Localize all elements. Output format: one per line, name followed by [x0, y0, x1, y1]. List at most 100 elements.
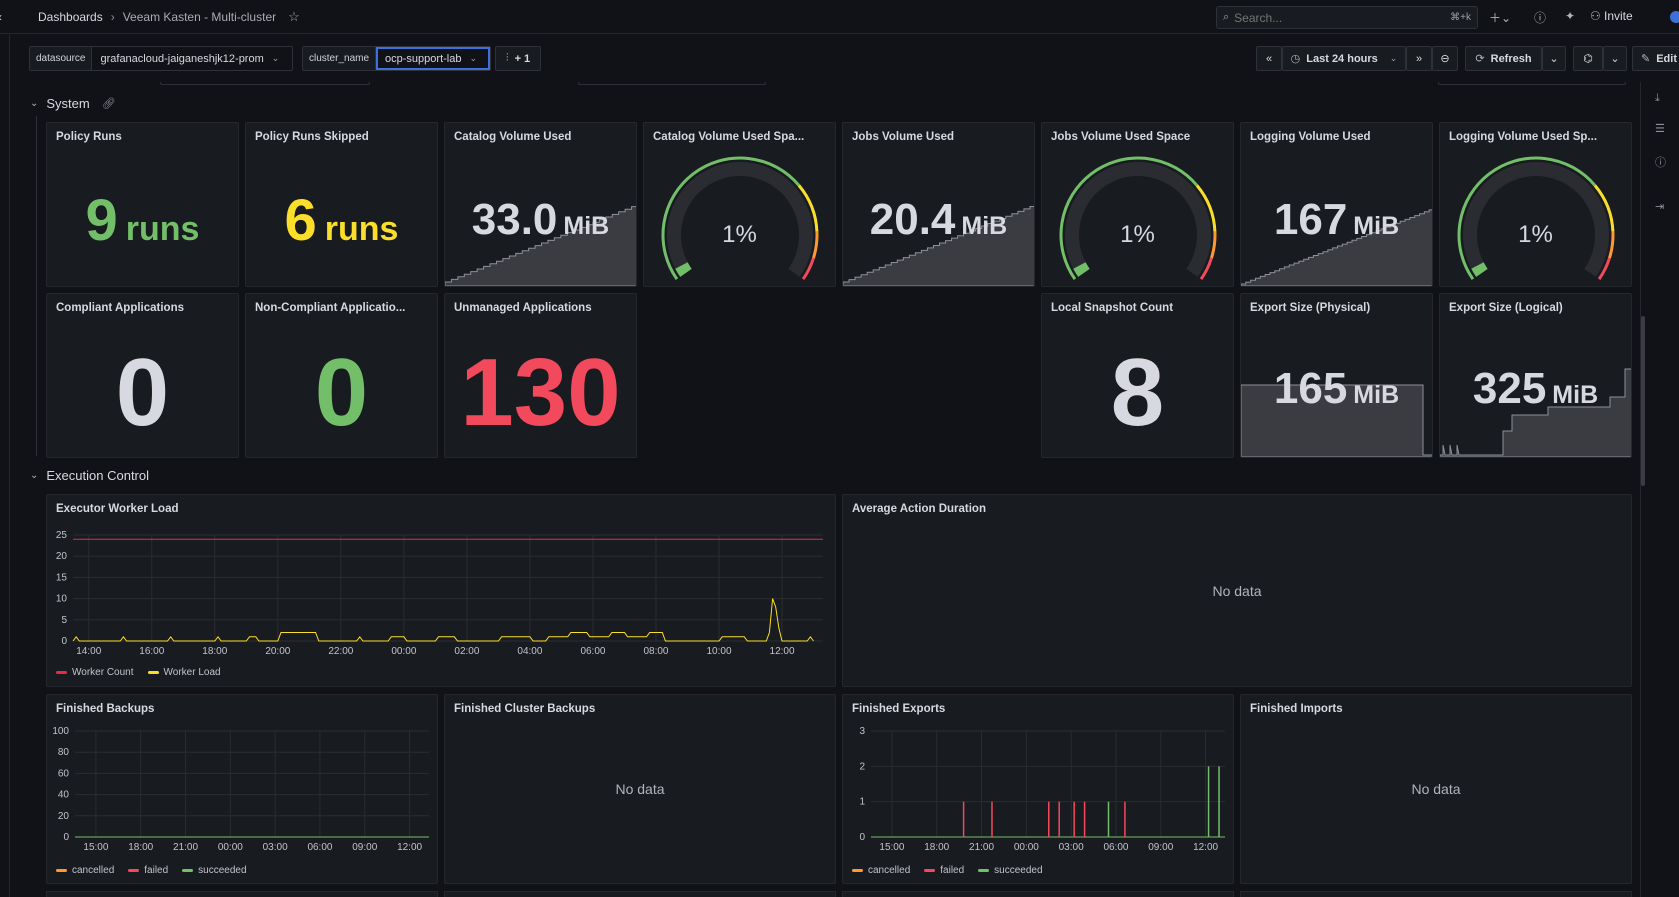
invite-button[interactable]: Invite [1604, 9, 1633, 23]
legend-label: cancelled [868, 865, 911, 876]
legend-item[interactable]: cancelled [852, 865, 910, 876]
panel-unmanaged-applications[interactable]: Unmanaged Applications 130 [444, 293, 637, 458]
x-tick-label: 06:00 [1103, 842, 1128, 853]
help-icon[interactable]: ⓘ [1534, 11, 1547, 25]
stat-unit: runs [324, 210, 399, 248]
panel-finished-backups[interactable]: Finished Backups 0 20 40 60 80 100 15:00 18:00 2… [46, 694, 438, 884]
legend-item[interactable]: failed [128, 865, 168, 876]
sparkline-area [1241, 209, 1432, 286]
plus-icon[interactable]: ＋⌄ [1489, 11, 1512, 25]
gauge-threshold [797, 184, 819, 232]
panel-catalog-volume-used[interactable]: Catalog Volume Used 33.0 MiB [444, 122, 637, 287]
y-tick-label: 5 [61, 615, 67, 626]
right-rail: ⤓ ☰ ⓘ ⇥ [1640, 82, 1679, 897]
back-icon[interactable]: ‹ [0, 10, 2, 24]
no-data-label: No data [1212, 582, 1262, 599]
stat-value: 0 [314, 339, 369, 446]
gauge-track [1463, 162, 1609, 277]
outline-icon[interactable]: ☰ [1655, 123, 1665, 135]
y-tick-label: 0 [859, 832, 865, 843]
legend-item[interactable]: Worker Count [56, 667, 134, 678]
stat-unit: MiB [961, 212, 1008, 240]
gauge-fill [675, 262, 692, 277]
legend-item[interactable]: succeeded [978, 865, 1043, 876]
panel-local-snapshot-count[interactable]: Local Snapshot Count 8 [1041, 293, 1234, 458]
row-execution-control[interactable]: ⌄ Execution Control [30, 468, 149, 483]
gauge-threshold [1195, 184, 1217, 232]
edit-button[interactable]: ✎ Edit [1632, 46, 1679, 71]
panel-jobs-volume-space[interactable]: Jobs Volume Used Space 1% [1041, 122, 1234, 287]
legend-item[interactable]: failed [924, 865, 964, 876]
star-icon[interactable]: ☆ [288, 9, 300, 24]
time-range-label: Last 24 hours [1306, 52, 1378, 65]
sliders-icon: ⫶ [505, 52, 509, 64]
panel-executor-worker-load[interactable]: Executor Worker Load 0 5 10 15 20 25 14:00 16:0… [46, 494, 836, 687]
breadcrumb-dashboards[interactable]: Dashboards [38, 10, 103, 24]
no-data-label: No data [615, 781, 665, 797]
search-box[interactable]: ⌕ ⌘+k [1216, 6, 1478, 29]
panel-finished-cluster-backups[interactable]: Finished Cluster Backups No data [444, 694, 836, 884]
chevron-down-icon: ⌄ [271, 53, 280, 63]
no-data-label: No data [1411, 781, 1461, 797]
legend-label: failed [144, 865, 169, 876]
stat-number: 9 [85, 188, 118, 253]
info-icon[interactable]: ⓘ [1655, 157, 1666, 169]
datasource-label: datasource [30, 47, 93, 70]
cluster-name-select[interactable]: ocp-support-lab ⌄ [376, 47, 490, 70]
stat-number: 20.4 [869, 195, 956, 244]
y-tick-label: 25 [56, 530, 68, 541]
legend-item[interactable]: succeeded [182, 865, 247, 876]
download-icon[interactable]: ⤓ [1655, 92, 1660, 104]
legend-item[interactable]: cancelled [56, 865, 114, 876]
panel-export-size-logical[interactable]: Export Size (Logical) 325 MiB [1439, 293, 1632, 458]
x-tick-label: 18:00 [924, 842, 949, 853]
row-system[interactable]: ⌄ System 🔗︎ [30, 96, 116, 111]
refresh-button[interactable]: ⟳ Refresh [1465, 46, 1542, 71]
legend-item[interactable]: Worker Load [147, 667, 221, 678]
share-button[interactable]: ⌬ [1573, 46, 1603, 71]
sparkle-icon[interactable]: ✦ [1565, 9, 1576, 23]
datasource-variable: datasource grafanacloud-jaiganeshjk12-pr… [29, 46, 293, 71]
legend-swatch [182, 868, 194, 872]
datasource-select[interactable]: grafanacloud-jaiganeshjk12-prom ⌄ [92, 47, 288, 70]
panel-finished-exports[interactable]: Finished Exports 0 1 2 3 15:00 18:00 21:00 00:0… [842, 694, 1234, 884]
time-forward-button[interactable]: » [1406, 46, 1432, 71]
more-variables-button[interactable]: ⫶ + 1 [495, 46, 541, 71]
y-tick-label: 80 [58, 747, 70, 758]
gauge-fill [1471, 262, 1488, 277]
scrollbar[interactable] [1641, 316, 1645, 486]
legend-label: Worker Count [72, 667, 134, 678]
x-tick-label: 15:00 [879, 842, 904, 853]
legend: cancelled failed succeeded [56, 865, 247, 876]
avatar[interactable] [1670, 11, 1679, 23]
worker-load-chart: 0 5 10 15 20 25 14:00 16:00 18:00 20:00 22:00 00:00… [56, 530, 823, 657]
panel-policy-runs[interactable]: Policy Runs 9 runs [46, 122, 239, 287]
panel-compliant-applications[interactable]: Compliant Applications 0 [46, 293, 239, 458]
panel-finished-imports[interactable]: Finished Imports No data [1240, 694, 1632, 884]
x-tick-label: 04:00 [517, 646, 542, 657]
panel-logging-volume-used[interactable]: Logging Volume Used 167 MiB [1240, 122, 1433, 287]
panel-noncompliant-applications[interactable]: Non-Compliant Applicatio... 0 [245, 293, 438, 458]
panel-logging-volume-space[interactable]: Logging Volume Used Sp... 1% [1439, 122, 1632, 287]
panel-policy-runs-skipped[interactable]: Policy Runs Skipped 6 runs [245, 122, 438, 287]
collapse-icon[interactable]: ⇥ [1655, 201, 1665, 213]
x-tick-label: 10:00 [706, 646, 731, 657]
refresh-interval-dropdown[interactable]: ⌄ [1542, 46, 1566, 71]
time-back-button[interactable]: « [1256, 46, 1282, 71]
top-bar: ‹ Dashboards › Veeam Kasten - Multi-clus… [0, 0, 1679, 34]
panel-export-size-physical[interactable]: Export Size (Physical) 165 MiB [1240, 293, 1433, 458]
panel-title: Compliant Applications [56, 302, 184, 314]
panel-stub [842, 891, 1234, 897]
y-tick-label: 20 [58, 811, 70, 822]
legend-label: succeeded [198, 865, 247, 876]
link-icon[interactable]: 🔗︎ [101, 98, 116, 110]
time-picker[interactable]: ◷ Last 24 hours ⌄ [1282, 46, 1406, 71]
panel-catalog-volume-space[interactable]: Catalog Volume Used Spa... 1% [643, 122, 836, 287]
share-dropdown[interactable]: ⌄ [1603, 46, 1627, 71]
panel-average-action-duration[interactable]: Average Action Duration No data [842, 494, 1632, 687]
panel-jobs-volume-used[interactable]: Jobs Volume Used 20.4 MiB [842, 122, 1035, 287]
search-input[interactable] [1234, 10, 1435, 25]
zoom-out-button[interactable]: ⊖ [1432, 46, 1458, 71]
chevron-down-icon: ⌄ [30, 98, 39, 109]
stat-number: 165 [1273, 364, 1348, 413]
